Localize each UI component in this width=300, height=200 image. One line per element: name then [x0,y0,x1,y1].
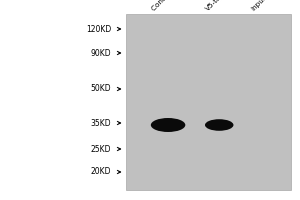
Text: Control IgG1: Control IgG1 [151,0,187,12]
Ellipse shape [205,119,233,131]
Text: 20KD: 20KD [91,168,111,176]
Text: 25KD: 25KD [91,144,111,154]
Text: 90KD: 90KD [90,48,111,58]
Text: 120KD: 120KD [86,24,111,33]
Ellipse shape [151,118,185,132]
Text: Input: Input [250,0,268,12]
Text: V5-tag: V5-tag [204,0,226,12]
Bar [126,14,291,190]
Text: 35KD: 35KD [90,118,111,128]
Text: 50KD: 50KD [90,84,111,93]
